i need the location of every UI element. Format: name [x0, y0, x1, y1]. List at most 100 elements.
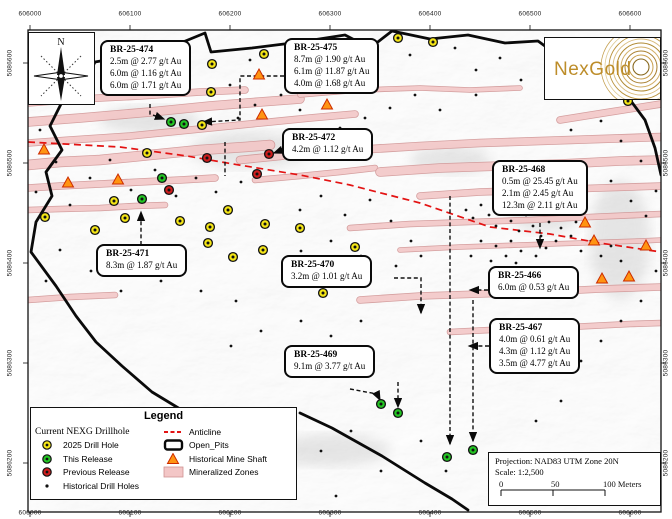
drill-hole-2025: [196, 119, 208, 131]
drill-hole-this-release: [156, 172, 168, 184]
callout-intercept: 6.0m @ 1.16 g/t Au: [110, 68, 182, 79]
drill-hole-2025: [119, 212, 131, 224]
legend-item: Historical Mine Shaft: [157, 452, 296, 466]
drill-hole-2025: [227, 251, 239, 263]
historical-drill-hole: [509, 239, 513, 243]
historical-drill-hole: [299, 249, 303, 253]
drill-hole-previous-release: [251, 168, 263, 180]
historical-drill-hole: [368, 198, 372, 202]
legend-item: Mineralized Zones: [157, 466, 296, 480]
historical-drill-hole: [38, 128, 42, 132]
nexgold-arcs-icon: [600, 38, 660, 99]
drill-hole-2025: [317, 287, 329, 299]
scale-bar: 0 50 100 Meters: [499, 479, 641, 496]
historical-drill-hole: [479, 239, 483, 243]
legend-item-label: 2025 Drill Hole: [63, 440, 119, 451]
compass-rose: N: [28, 32, 95, 105]
historical-drill-hole: [559, 399, 563, 403]
historical-drill-hole: [619, 139, 623, 143]
historical-drill-hole: [569, 128, 573, 132]
historical-drill-hole: [68, 203, 72, 207]
legend-item: 2025 Drill Hole: [31, 439, 157, 453]
callout-title: BR-25-475: [294, 43, 338, 53]
callout-leader-line: [349, 388, 381, 402]
drill-hole-previous-release: [201, 152, 213, 164]
historical-drill-hole: [58, 248, 62, 252]
drill-hole-2025: [202, 237, 214, 249]
historical-drill-hole: [519, 78, 523, 82]
drill-hole-2025: [259, 218, 271, 230]
historical-drill-hole: [159, 279, 163, 283]
historical-drill-hole: [494, 244, 498, 248]
callout-intercept: 6.0m @ 1.71 g/t Au: [110, 79, 182, 90]
callout-intercept: 6.0m @ 0.53 g/t Au: [498, 282, 570, 293]
historical-drill-hole: [569, 234, 573, 238]
drill-hole-2025: [89, 224, 101, 236]
historical-drill-hole: [44, 279, 48, 283]
easting-label: 606500: [518, 10, 542, 18]
historical-drill-hole: [554, 239, 558, 243]
callout-BR-25-474: BR-25-474 2.5m @ 2.77 g/t Au 6.0m @ 1.16 g…: [100, 40, 192, 97]
historical-drill-hole: [629, 199, 633, 203]
legend-item-label: Anticline: [189, 426, 222, 437]
svg-text:100 Meters: 100 Meters: [603, 480, 641, 489]
historical-drill-hole: [579, 249, 583, 253]
drill-hole-2025: [174, 215, 186, 227]
historical-drill-hole: [619, 319, 623, 323]
northing-label: 5086400: [6, 249, 14, 277]
drill-hole-2025: [204, 221, 216, 233]
mine-shaft-icon: [37, 142, 51, 155]
callout-intercept: 4.0m @ 0.61 g/t Au: [499, 334, 571, 345]
easting-label: 606600: [618, 10, 642, 18]
callout-BR-25-471: BR-25-471 8.3m @ 1.87 g/t Au: [96, 244, 188, 278]
historical-drill-hole: [153, 168, 157, 172]
historical-drill-hole: [394, 264, 398, 268]
drill-hole-2025: [294, 222, 306, 234]
historical-drill-hole: [119, 289, 123, 293]
drill-hole-this-release: [136, 193, 148, 205]
historical-drill-hole: [444, 469, 448, 473]
callout-BR-25-466: BR-25-466 6.0m @ 0.53 g/t Au: [488, 266, 580, 300]
callout-intercept: 3.5m @ 4.77 g/t Au: [499, 357, 571, 368]
open-pits-icon: [163, 439, 184, 451]
easting-label: 606600: [618, 509, 642, 517]
drill-hole-this-release: [165, 116, 177, 128]
historical-drill-hole: [539, 234, 543, 238]
mineralized-icon: [163, 466, 184, 478]
callout-title: BR-25-474: [110, 45, 154, 55]
callout-leader-line: [272, 145, 284, 154]
historical-drill-hole: [343, 213, 347, 217]
callout-title: BR-25-468: [502, 165, 546, 175]
compass-north-label: N: [57, 37, 64, 48]
northing-label: 5086300: [6, 349, 14, 377]
historical-drill-hole: [379, 469, 383, 473]
northing-label: 5086300: [662, 349, 670, 377]
historical-drill-hole: [534, 419, 538, 423]
legend-title: Legend: [143, 410, 184, 422]
easting-label: 606500: [518, 509, 542, 517]
callout-BR-25-467: BR-25-467 4.0m @ 0.61 g/t Au 4.3m @ 1.12 g…: [489, 318, 581, 375]
hist-dot-icon: [45, 484, 49, 488]
historical-drill-hole: [489, 259, 493, 263]
historical-drill-hole: [234, 299, 238, 303]
historical-drill-hole: [298, 208, 302, 212]
callout-intercept: 2.1m @ 2.45 g/t Au: [502, 188, 574, 199]
historical-drill-hole: [259, 329, 263, 333]
drill-hole-2025: [427, 36, 439, 48]
historical-drill-hole: [408, 53, 412, 57]
map-border: [27, 29, 662, 513]
historical-drill-hole: [469, 254, 473, 258]
easting-label: 606200: [218, 10, 242, 18]
legend-item-label: Previous Release: [63, 467, 130, 478]
historical-drill-hole: [514, 261, 518, 265]
historical-drill-hole: [438, 108, 442, 112]
svg-text:50: 50: [551, 480, 560, 489]
historical-drill-hole: [108, 158, 112, 162]
open-pit-outline: [298, 411, 470, 512]
historical-drill-hole: [639, 299, 643, 303]
green-hole-icon: [42, 453, 52, 464]
historical-drill-hole: [559, 226, 563, 230]
callout-title: BR-25-469: [294, 350, 338, 360]
historical-drill-hole: [464, 208, 468, 212]
historical-drill-hole: [253, 103, 257, 107]
